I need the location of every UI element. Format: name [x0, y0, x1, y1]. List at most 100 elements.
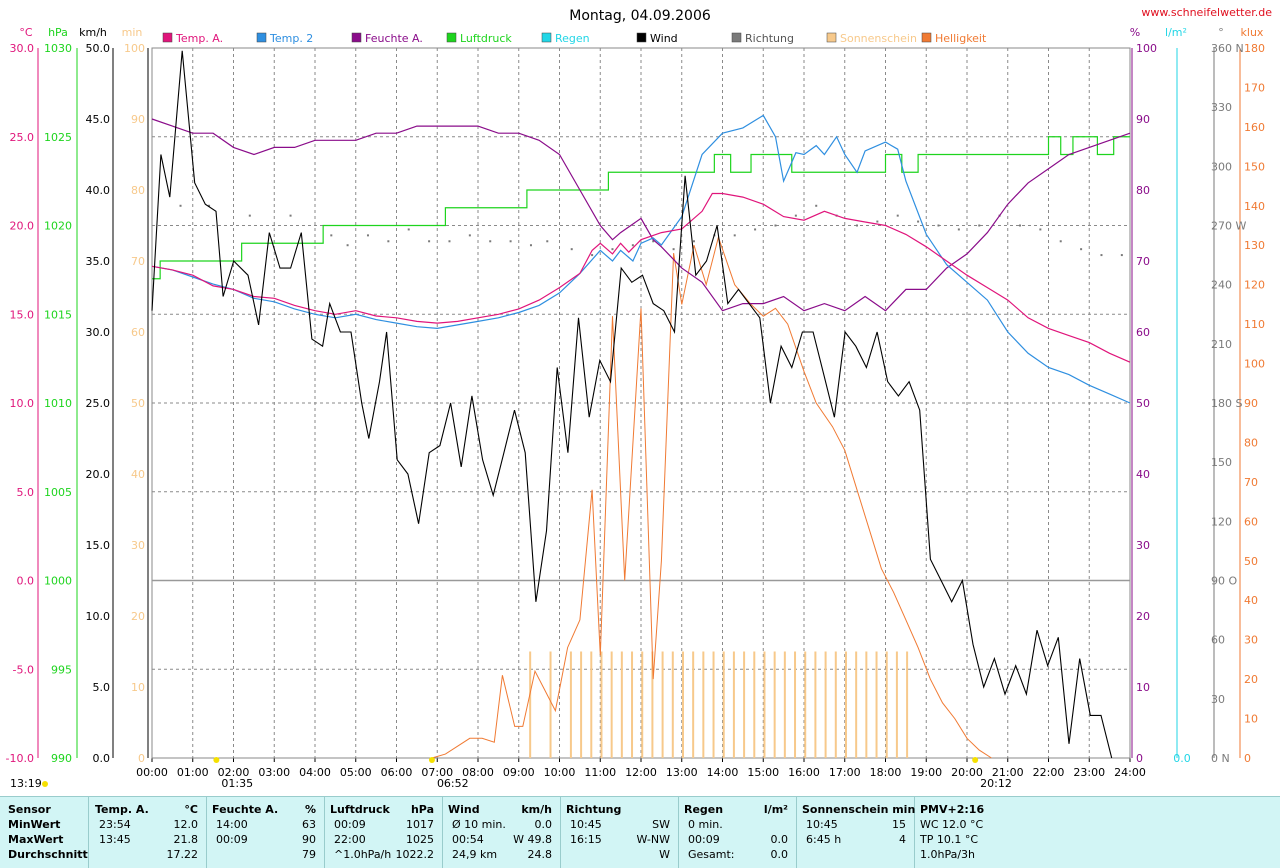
- stats-pmv-row: 1.0hPa/3h: [920, 848, 976, 861]
- time-tick-label: 21:00: [992, 766, 1024, 779]
- direction-point: [407, 228, 410, 231]
- hum-tick-label: 60: [1136, 326, 1150, 339]
- dir-tick-label: 150: [1211, 456, 1232, 469]
- stats-wind-time: 24,9 km: [452, 848, 498, 861]
- stats-sun-time: 6:45 h: [806, 833, 842, 846]
- stats-wind-time: 00:54: [452, 833, 484, 846]
- axes: 30.025.020.015.010.05.00.0-5.0-10.010301…: [6, 42, 1265, 779]
- legend-swatch: [256, 32, 267, 43]
- stats-pmv-row: WC 12.0 °C: [920, 818, 984, 831]
- time-tick-label: 23:00: [1073, 766, 1105, 779]
- direction-point: [815, 204, 818, 207]
- lux-tick-label: 90: [1244, 397, 1258, 410]
- humidity-line: [151, 118, 1131, 312]
- lux-tick-label: 140: [1244, 200, 1265, 213]
- lux-tick-label: 80: [1244, 436, 1258, 449]
- dir-tick-label: 300: [1211, 160, 1232, 173]
- press-tick-label: 1005: [44, 486, 72, 499]
- axis-unit: °: [1218, 26, 1224, 39]
- hum-tick-label: 50: [1136, 397, 1150, 410]
- press-tick-label: 995: [51, 663, 72, 676]
- wind-tick-label: 0.0: [93, 752, 111, 765]
- lux-tick-label: 120: [1244, 279, 1265, 292]
- hum-tick-label: 0: [1136, 752, 1143, 765]
- lux-tick-label: 0: [1244, 752, 1251, 765]
- direction-point: [1018, 224, 1021, 227]
- hum-tick-label: 90: [1136, 113, 1150, 126]
- axis-units: °C hPa km/h min% l/m² ° klux: [19, 26, 1264, 39]
- time-tick-label: 22:00: [1033, 766, 1065, 779]
- chart-legend: Temp. A. Temp. 2 Feuchte A. Luftdruck Regen W…: [162, 32, 987, 45]
- stats-row-min: MinWert: [8, 818, 61, 831]
- lux-tick-label: 110: [1244, 318, 1265, 331]
- site-url[interactable]: www.schneifelwetter.de: [1141, 6, 1272, 19]
- time-tick-label: 18:00: [870, 766, 902, 779]
- day-length-label: 13:19: [10, 777, 42, 790]
- dir-tick-label: 0 N: [1211, 752, 1230, 765]
- dir-tick-label: 180 S: [1211, 397, 1242, 410]
- time-tick-label: 01:00: [177, 766, 209, 779]
- stats-sun-value: 15: [892, 818, 906, 831]
- legend-label: Sonnenschein: [840, 32, 917, 45]
- stats-temp-time: 23:54: [99, 818, 131, 831]
- time-tick-label: 10:00: [544, 766, 576, 779]
- dir-tick-label: 210: [1211, 338, 1232, 351]
- wind-tick-label: 40.0: [86, 184, 111, 197]
- sun-tick-label: 40: [131, 468, 145, 481]
- wind-tick-label: 10.0: [86, 610, 111, 623]
- stats-press-title: Luftdruck: [330, 803, 390, 816]
- press-tick-label: 1025: [44, 131, 72, 144]
- direction-point: [591, 254, 594, 257]
- stats-hum-time: 14:00: [216, 818, 248, 831]
- direction-point: [570, 248, 573, 251]
- stats-pmv-row: TP 10.1 °C: [920, 833, 979, 846]
- dir-tick-label: 330: [1211, 101, 1232, 114]
- lux-tick-label: 100: [1244, 358, 1265, 371]
- stats-wind-time: Ø 10 min.: [452, 818, 506, 831]
- sun-tick-label: 50: [131, 397, 145, 410]
- stats-sun-value: 4: [899, 833, 906, 846]
- hum-tick-label: 80: [1136, 184, 1150, 197]
- legend-swatch: [921, 32, 932, 43]
- hum-tick-label: 10: [1136, 681, 1150, 694]
- dir-tick-label: 90 O: [1211, 575, 1237, 588]
- sunset-icon: [972, 757, 979, 763]
- direction-point: [631, 244, 634, 247]
- direction-point: [330, 234, 333, 237]
- brightness-line: [431, 235, 992, 759]
- direction-point: [794, 214, 797, 217]
- lux-tick-label: 150: [1244, 160, 1265, 173]
- temp-tick-label: 15.0: [10, 308, 35, 321]
- lux-tick-label: 60: [1244, 515, 1258, 528]
- lux-tick-label: 20: [1244, 673, 1258, 686]
- temp-tick-label: 20.0: [10, 220, 35, 233]
- direction-point: [289, 214, 292, 217]
- press-tick-label: 1010: [44, 397, 72, 410]
- stats-hum-value: 90: [302, 833, 316, 846]
- stats-hum-unit: %: [304, 803, 316, 816]
- sunset-label: 20:12: [980, 777, 1012, 790]
- stats-rain-unit: l/m²: [763, 803, 788, 816]
- direction-point: [546, 240, 549, 243]
- hum-tick-label: 70: [1136, 255, 1150, 268]
- legend-label: Temp. A.: [175, 32, 223, 45]
- direction-point: [468, 234, 471, 237]
- direction-point: [1100, 254, 1103, 257]
- stats-temp-value: 21.8: [173, 833, 199, 846]
- plot-grid: [151, 47, 1131, 759]
- wind-tick-label: 5.0: [93, 681, 111, 694]
- direction-point: [937, 224, 940, 227]
- sun-tick-label: 60: [131, 326, 145, 339]
- legend-swatch: [162, 32, 173, 43]
- press-tick-label: 1020: [44, 220, 72, 233]
- moonset-icon: [213, 757, 220, 763]
- axis-unit: l/m²: [1165, 26, 1187, 39]
- legend-label: Feuchte A.: [365, 32, 423, 45]
- dir-tick-label: 120: [1211, 515, 1232, 528]
- hum-tick-label: 100: [1136, 42, 1157, 55]
- dir-tick-label: 30: [1211, 693, 1225, 706]
- hum-tick-label: 30: [1136, 539, 1150, 552]
- temp-tick-label: 10.0: [10, 397, 35, 410]
- direction-point: [611, 248, 614, 251]
- stats-wind-title: Wind: [448, 803, 480, 816]
